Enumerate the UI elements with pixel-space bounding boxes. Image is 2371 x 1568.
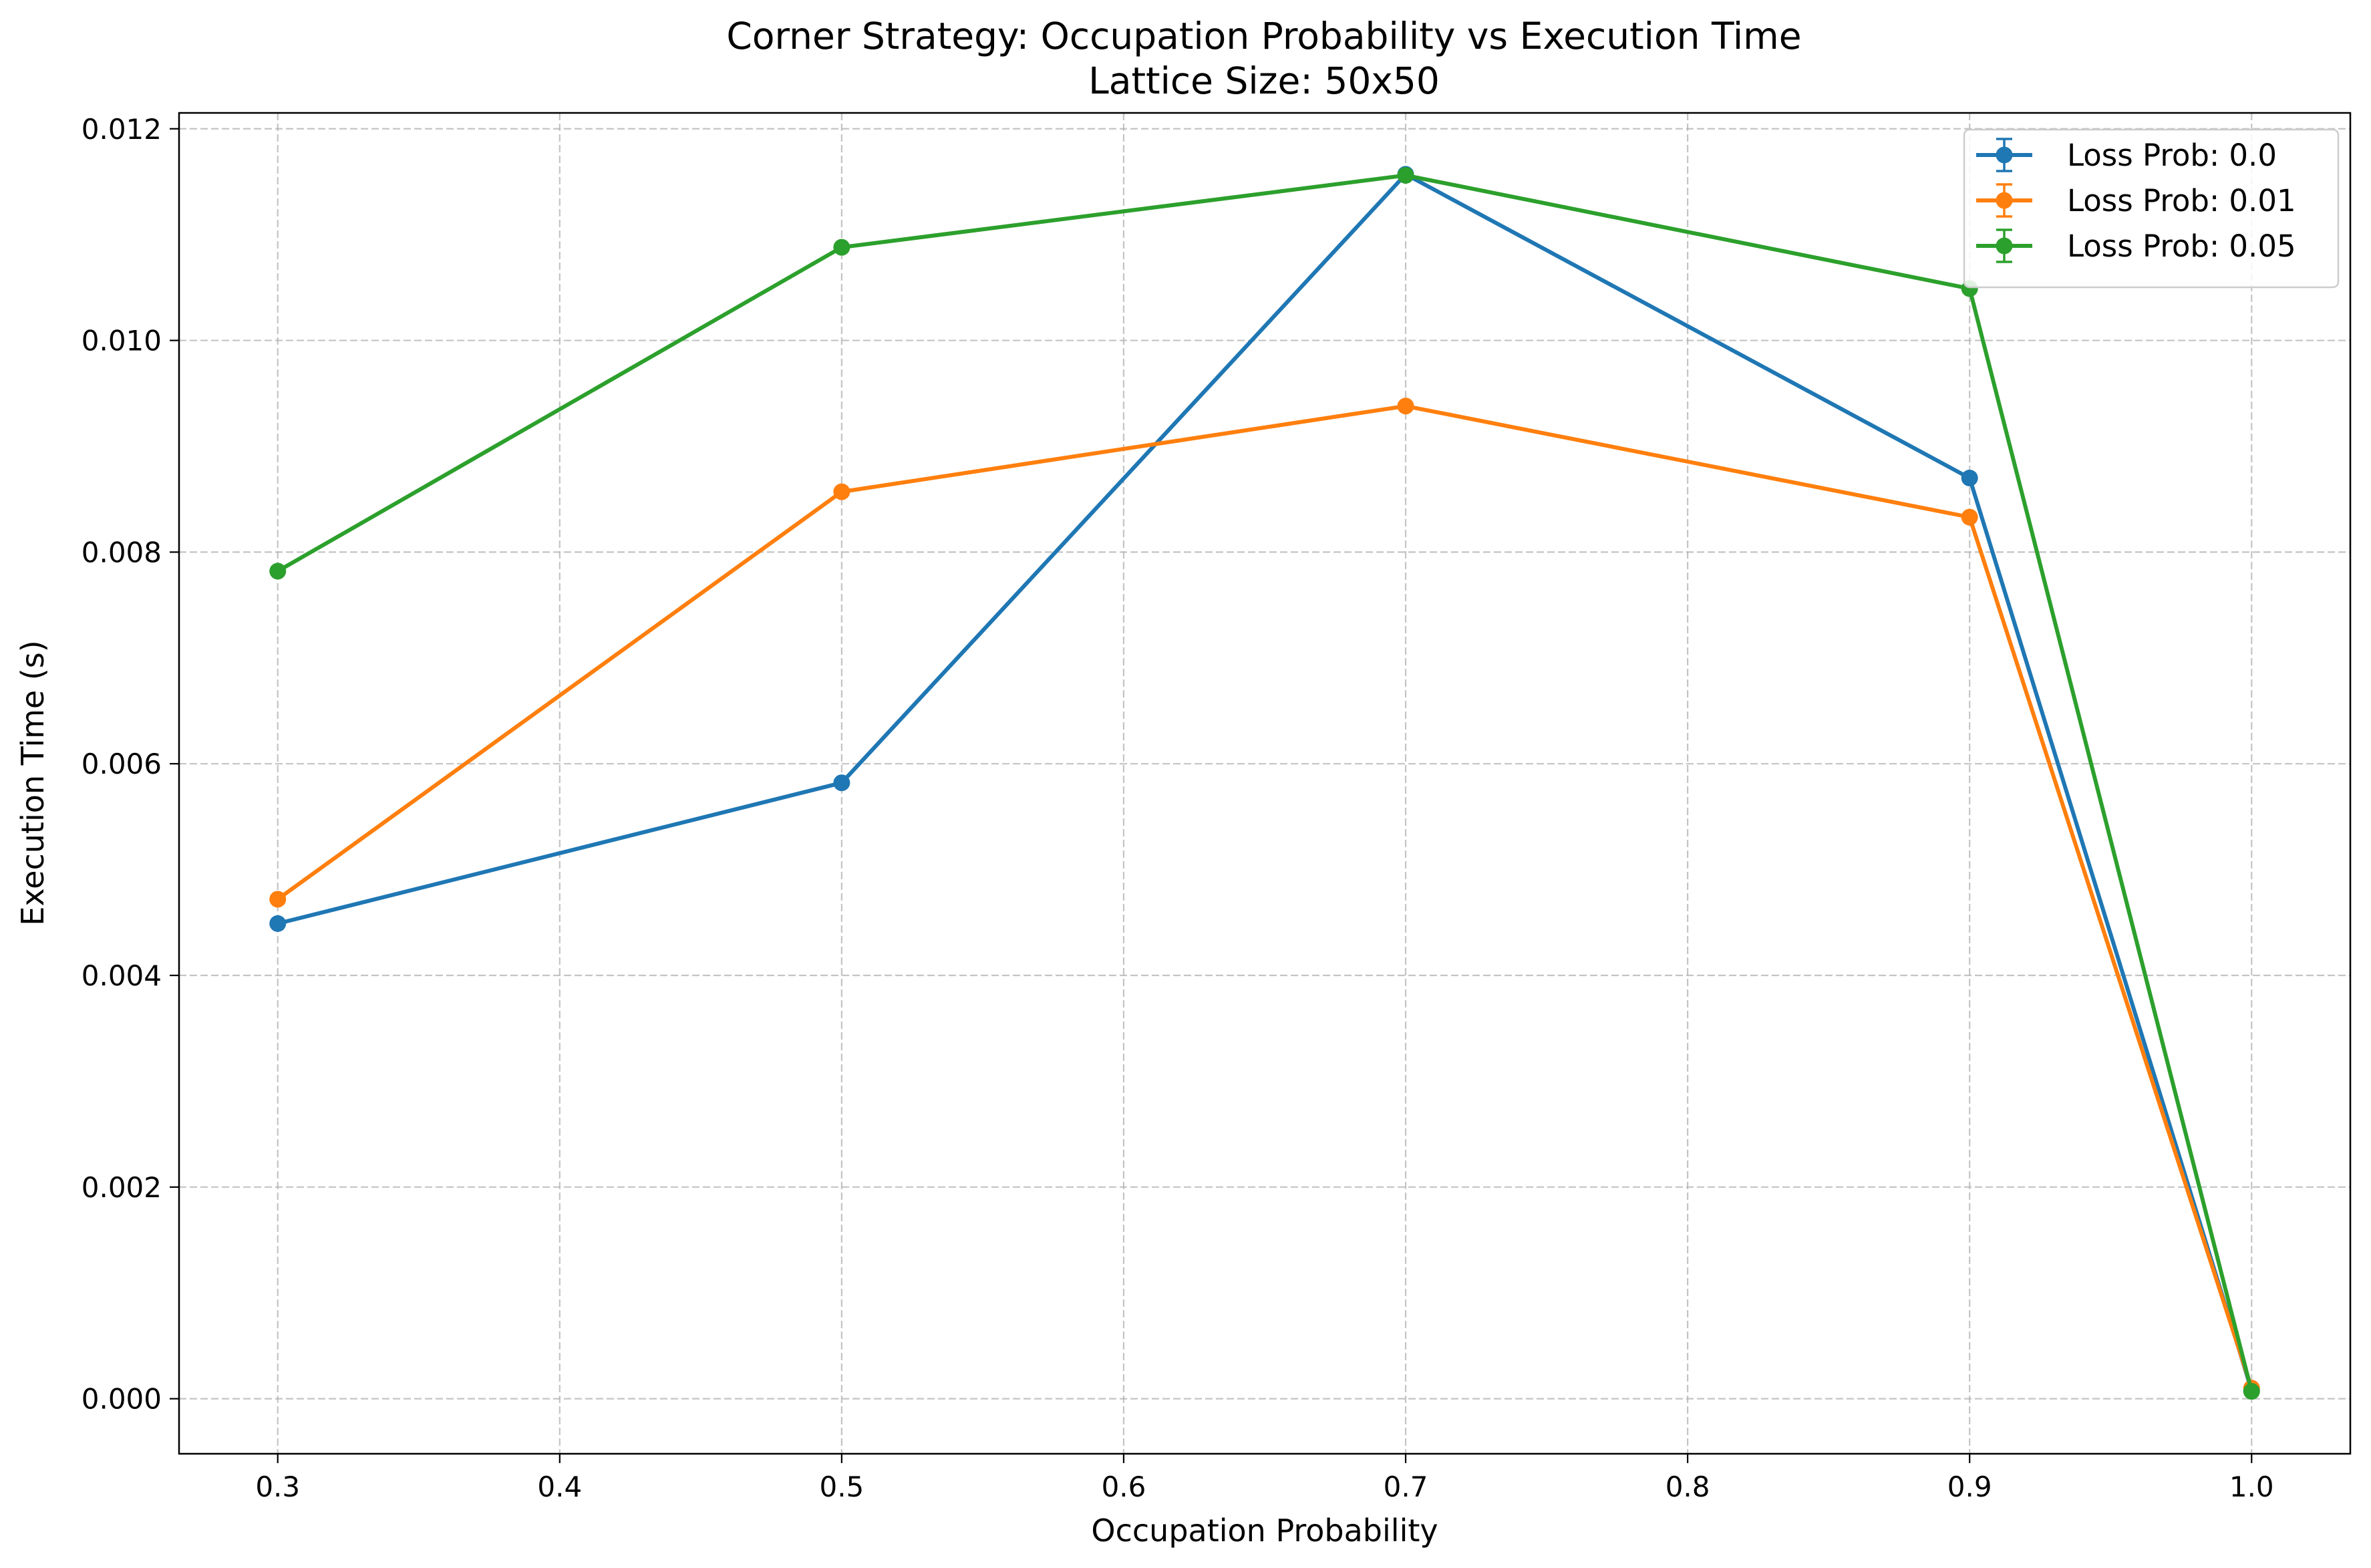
x-tick-label: 0.4 xyxy=(537,1470,582,1503)
x-tick-label: 0.6 xyxy=(1102,1470,1146,1503)
data-point xyxy=(269,891,287,908)
y-tick-label: 0.012 xyxy=(82,113,162,146)
data-point xyxy=(1397,398,1414,415)
y-tick-label: 0.008 xyxy=(82,536,162,569)
data-point xyxy=(833,239,850,256)
x-axis-label: Occupation Probability xyxy=(1091,1513,1438,1549)
data-point xyxy=(2243,1383,2260,1400)
series-layer xyxy=(269,166,2260,1400)
y-tick-label: 0.000 xyxy=(82,1383,162,1416)
legend-box xyxy=(1963,128,2340,289)
x-tick-label: 0.5 xyxy=(819,1470,864,1503)
legend-marker xyxy=(1996,192,2013,209)
legend-label: Loss Prob: 0.0 xyxy=(2067,138,2277,173)
data-point xyxy=(269,915,287,932)
legend-entry: Loss Prob: 0.01 xyxy=(1976,183,2296,218)
legend-entry: Loss Prob: 0.0 xyxy=(1976,138,2277,173)
legend: Loss Prob: 0.0 Loss Prob: 0.01 Loss Prob: … xyxy=(1963,128,2340,289)
y-tick-label: 0.006 xyxy=(82,748,162,780)
legend-marker xyxy=(1996,146,2013,164)
x-tick-label: 0.8 xyxy=(1666,1470,1710,1503)
x-axis-ticks: 0.3 0.4 0.5 0.6 0.7 0.8 0.9 1.0 xyxy=(255,1454,2274,1503)
y-tick-label: 0.010 xyxy=(82,325,162,357)
chart-subtitle: Lattice Size: 50x50 xyxy=(1088,59,1440,102)
plot-frame xyxy=(178,112,2352,1455)
data-point xyxy=(269,563,287,580)
y-axis-ticks: 0.000 0.002 0.004 0.006 0.008 0.010 0.012 xyxy=(82,113,179,1416)
legend-label: Loss Prob: 0.01 xyxy=(2067,183,2296,218)
x-tick-label: 1.0 xyxy=(2229,1470,2274,1503)
legend-entry: Loss Prob: 0.05 xyxy=(1976,228,2296,264)
y-tick-label: 0.004 xyxy=(82,959,162,992)
legend-label: Loss Prob: 0.05 xyxy=(2067,228,2296,264)
y-axis-label: Execution Time (s) xyxy=(15,640,51,925)
data-point xyxy=(833,483,850,500)
x-tick-label: 0.7 xyxy=(1384,1470,1428,1503)
chart-title: Corner Strategy: Occupation Probability … xyxy=(726,15,1801,57)
x-tick-label: 0.9 xyxy=(1947,1470,1992,1503)
data-point xyxy=(1397,166,1414,184)
legend-marker xyxy=(1996,237,2013,255)
data-point xyxy=(1961,469,1978,486)
y-tick-label: 0.002 xyxy=(82,1171,162,1204)
data-point xyxy=(1961,508,1978,526)
x-tick-label: 0.3 xyxy=(255,1470,300,1503)
data-point xyxy=(833,774,850,792)
